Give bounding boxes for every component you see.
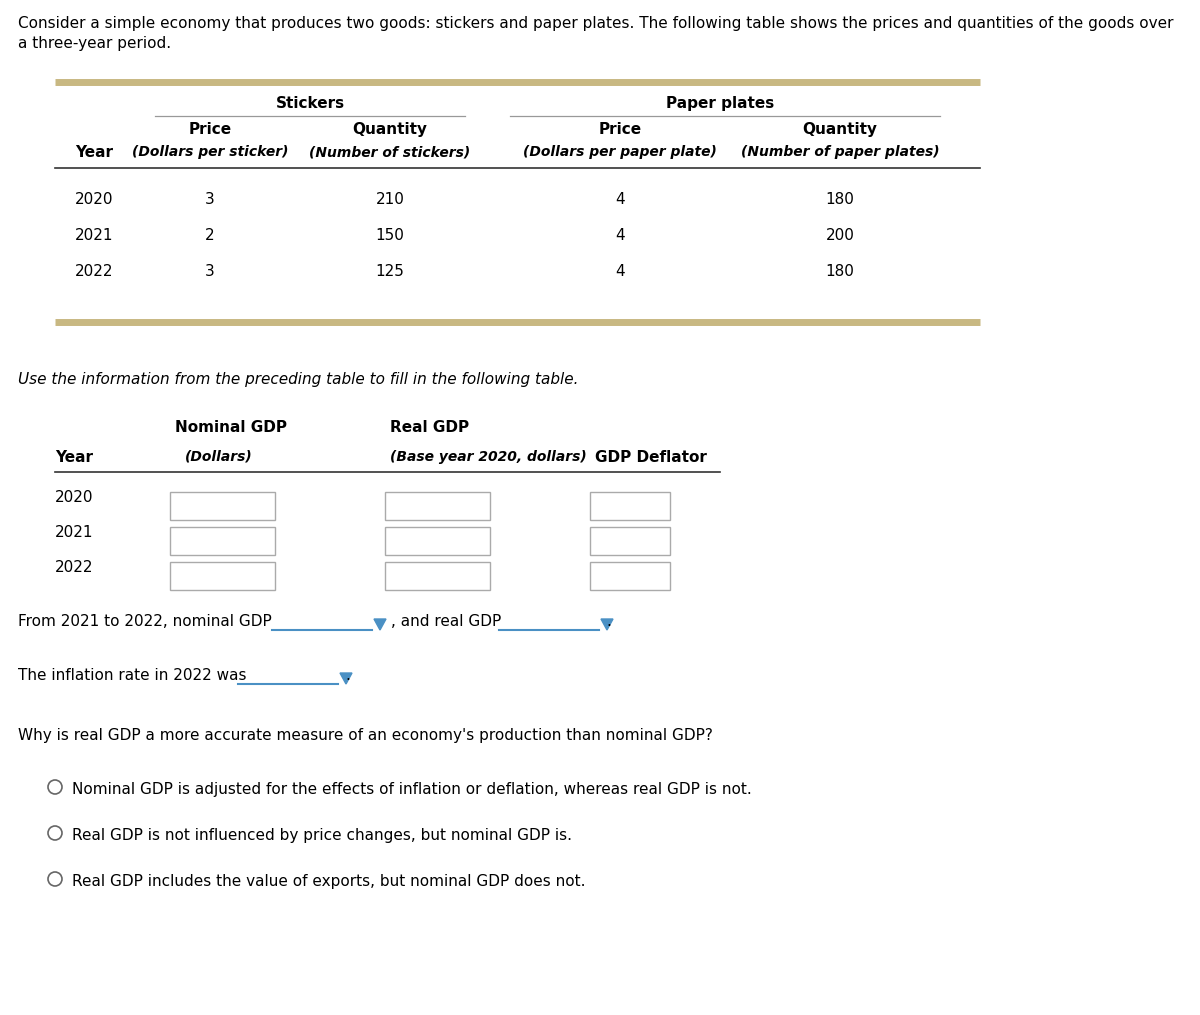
Text: 2020: 2020 [55,490,94,505]
Text: (Dollars per paper plate): (Dollars per paper plate) [523,145,716,159]
Text: Year: Year [74,145,113,160]
Text: (Number of paper plates): (Number of paper plates) [740,145,940,159]
Text: 210: 210 [376,192,404,207]
Text: 2021: 2021 [55,525,94,540]
Text: Consider a simple economy that produces two goods: stickers and paper plates. Th: Consider a simple economy that produces … [18,16,1174,31]
Polygon shape [340,673,352,684]
Text: Nominal GDP is adjusted for the effects of inflation or deflation, whereas real : Nominal GDP is adjusted for the effects … [72,782,751,797]
Text: (Number of stickers): (Number of stickers) [310,145,470,159]
Text: Real GDP includes the value of exports, but nominal GDP does not.: Real GDP includes the value of exports, … [72,874,586,889]
Polygon shape [601,619,613,630]
Text: From 2021 to 2022, nominal GDP: From 2021 to 2022, nominal GDP [18,614,271,629]
FancyBboxPatch shape [170,492,275,520]
Text: 2020: 2020 [74,192,114,207]
Text: Real GDP: Real GDP [390,420,469,435]
Text: 200: 200 [826,228,854,243]
Text: Real GDP is not influenced by price changes, but nominal GDP is.: Real GDP is not influenced by price chan… [72,828,572,843]
Text: 180: 180 [826,192,854,207]
FancyBboxPatch shape [590,492,670,520]
Text: 180: 180 [826,264,854,279]
Text: 4: 4 [616,264,625,279]
Circle shape [48,826,62,840]
FancyBboxPatch shape [385,562,490,590]
Text: Stickers: Stickers [276,96,344,111]
Text: 2021: 2021 [74,228,114,243]
FancyBboxPatch shape [590,527,670,555]
Polygon shape [374,619,386,630]
Circle shape [48,872,62,886]
Text: Price: Price [188,122,232,137]
Text: GDP Deflator: GDP Deflator [595,450,707,465]
FancyBboxPatch shape [385,492,490,520]
Text: Price: Price [599,122,642,137]
FancyBboxPatch shape [170,527,275,555]
Text: 2022: 2022 [55,560,94,576]
Text: .: . [346,668,350,683]
Text: , and real GDP: , and real GDP [391,614,502,629]
Circle shape [48,780,62,794]
Text: 150: 150 [376,228,404,243]
Text: (Base year 2020, dollars): (Base year 2020, dollars) [390,450,587,464]
Text: 2: 2 [205,228,215,243]
Text: .: . [606,614,611,629]
Text: Nominal GDP: Nominal GDP [175,420,287,435]
Text: (Dollars): (Dollars) [185,450,253,464]
Text: 4: 4 [616,192,625,207]
Text: 3: 3 [205,264,215,279]
FancyBboxPatch shape [170,562,275,590]
Text: 4: 4 [616,228,625,243]
Text: Paper plates: Paper plates [666,96,774,111]
Text: Year: Year [55,450,94,465]
Text: Why is real GDP a more accurate measure of an economy's production than nominal : Why is real GDP a more accurate measure … [18,728,713,743]
Text: Quantity: Quantity [803,122,877,137]
Text: 2022: 2022 [74,264,114,279]
Text: Use the information from the preceding table to fill in the following table.: Use the information from the preceding t… [18,373,578,387]
FancyBboxPatch shape [590,562,670,590]
Text: 3: 3 [205,192,215,207]
Text: 125: 125 [376,264,404,279]
FancyBboxPatch shape [385,527,490,555]
Text: The inflation rate in 2022 was: The inflation rate in 2022 was [18,668,246,683]
Text: (Dollars per sticker): (Dollars per sticker) [132,145,288,159]
Text: a three-year period.: a three-year period. [18,36,172,51]
Text: Quantity: Quantity [353,122,427,137]
